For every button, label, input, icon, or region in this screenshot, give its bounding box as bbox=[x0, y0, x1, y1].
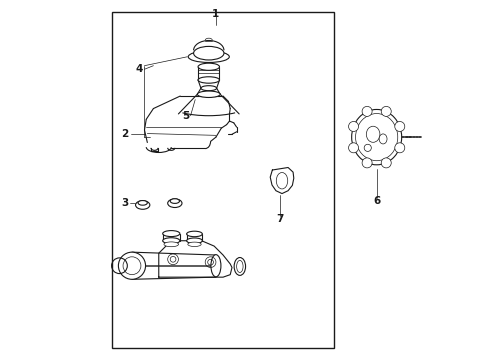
Ellipse shape bbox=[188, 51, 229, 63]
Text: 5: 5 bbox=[182, 111, 189, 121]
Ellipse shape bbox=[163, 242, 178, 247]
Ellipse shape bbox=[351, 109, 401, 165]
Text: 3: 3 bbox=[121, 198, 128, 208]
Text: 7: 7 bbox=[276, 214, 284, 224]
Circle shape bbox=[361, 107, 371, 116]
Ellipse shape bbox=[276, 172, 287, 189]
Ellipse shape bbox=[366, 126, 379, 142]
Ellipse shape bbox=[234, 257, 245, 275]
Circle shape bbox=[394, 143, 404, 153]
Ellipse shape bbox=[198, 77, 219, 83]
Text: 6: 6 bbox=[372, 197, 380, 206]
Ellipse shape bbox=[135, 201, 149, 209]
Ellipse shape bbox=[197, 91, 220, 98]
Text: 2: 2 bbox=[121, 129, 128, 139]
Circle shape bbox=[381, 158, 390, 168]
Ellipse shape bbox=[193, 46, 224, 60]
Circle shape bbox=[348, 143, 358, 153]
Ellipse shape bbox=[355, 113, 397, 161]
Ellipse shape bbox=[201, 86, 216, 91]
Ellipse shape bbox=[378, 134, 386, 144]
Circle shape bbox=[123, 257, 141, 275]
Circle shape bbox=[394, 121, 404, 131]
Ellipse shape bbox=[163, 238, 180, 244]
Ellipse shape bbox=[186, 238, 202, 243]
Ellipse shape bbox=[170, 199, 179, 203]
Ellipse shape bbox=[163, 231, 180, 237]
Ellipse shape bbox=[138, 201, 147, 205]
Circle shape bbox=[118, 252, 145, 279]
Text: 1: 1 bbox=[212, 9, 219, 19]
Ellipse shape bbox=[167, 199, 182, 207]
Bar bbox=[112, 12, 333, 348]
Circle shape bbox=[361, 158, 371, 168]
Circle shape bbox=[348, 121, 358, 131]
Ellipse shape bbox=[186, 231, 202, 237]
Text: 4: 4 bbox=[135, 64, 142, 74]
Ellipse shape bbox=[187, 242, 201, 247]
Circle shape bbox=[381, 107, 390, 116]
Ellipse shape bbox=[210, 255, 221, 277]
Ellipse shape bbox=[236, 260, 243, 273]
Ellipse shape bbox=[198, 63, 219, 70]
